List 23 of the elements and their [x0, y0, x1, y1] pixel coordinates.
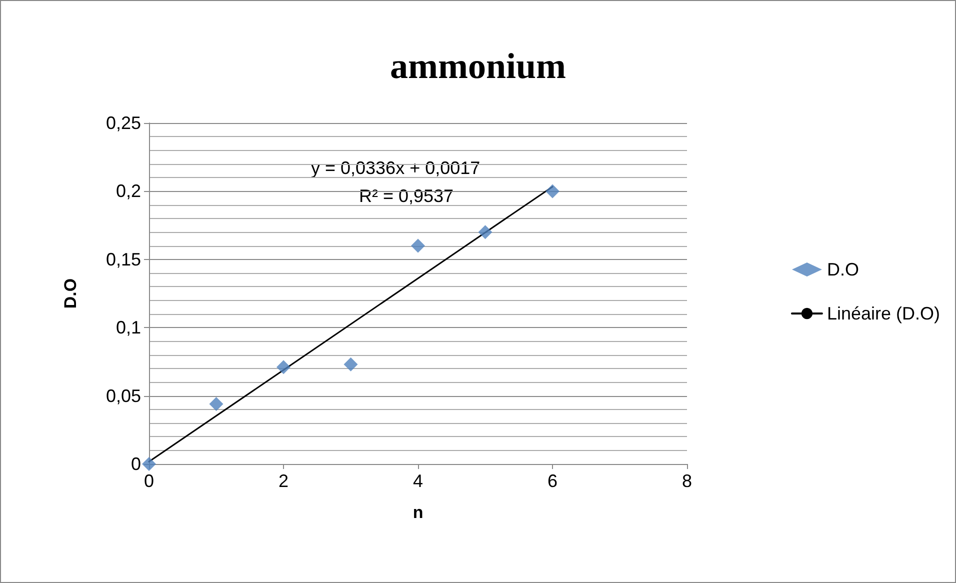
point — [142, 457, 156, 471]
x-tick-label: 0 — [144, 471, 154, 491]
point — [411, 238, 425, 253]
y-tick-label: 0,05 — [106, 386, 141, 406]
legend-label: Linéaire (D.O) — [826, 304, 940, 324]
legend-label: D.O — [826, 260, 859, 280]
chart-title: ammonium — [390, 46, 566, 86]
point — [478, 225, 492, 240]
y-tick-label: 0,1 — [116, 318, 141, 338]
point — [276, 360, 290, 374]
y-tick-label: 0,25 — [106, 113, 141, 133]
x-tick-label: 2 — [278, 471, 289, 491]
x-tick-label: 4 — [412, 471, 424, 491]
x-tick-label: 6 — [547, 471, 558, 491]
y-tick-label: 0,15 — [106, 249, 141, 270]
x-tick-label: 8 — [682, 471, 692, 491]
point — [546, 184, 560, 198]
y-axis-title: D.O — [61, 278, 80, 309]
x-axis-title: n — [412, 503, 424, 522]
y-tick-label: 0,2 — [116, 181, 141, 202]
point — [344, 357, 358, 372]
y-tick-label: 0 — [130, 454, 141, 474]
point — [209, 396, 224, 411]
